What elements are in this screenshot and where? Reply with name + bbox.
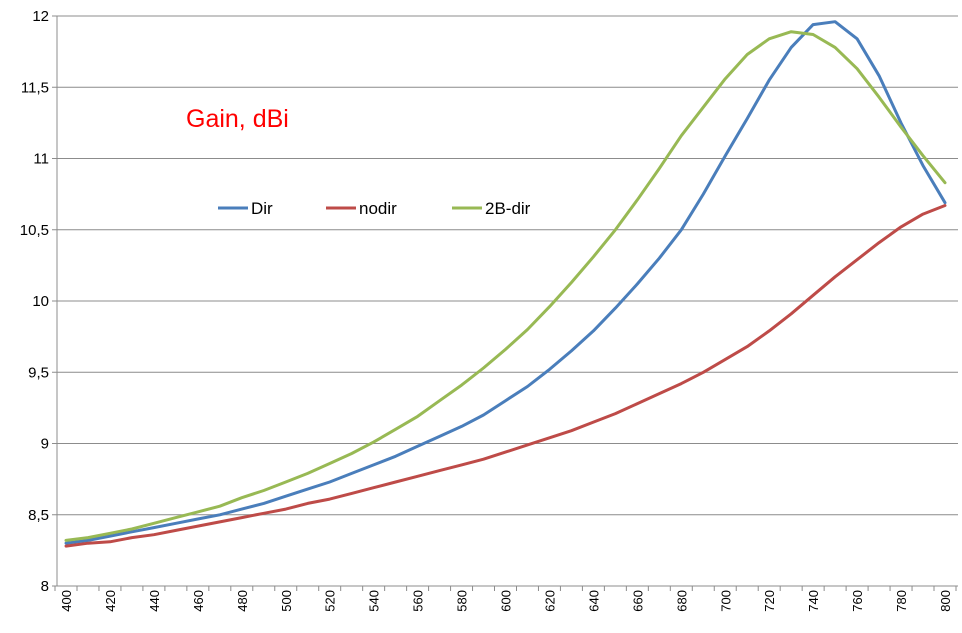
y-tick-label: 8,5: [28, 507, 49, 524]
x-tick-label: 480: [235, 590, 250, 612]
x-tick-label: 780: [894, 590, 909, 612]
x-tick-label: 440: [147, 590, 162, 612]
series-line-2b-dir: [64, 30, 947, 542]
x-tick-label: 760: [850, 590, 865, 612]
x-tick-label: 800: [938, 590, 953, 612]
x-tick-label: 540: [367, 590, 382, 612]
x-tick-label: 740: [806, 590, 821, 612]
x-tick-label: 600: [499, 590, 514, 612]
y-tick-label: 10: [32, 293, 49, 310]
y-tick-label: 8: [41, 578, 49, 595]
legend: Dir nodir 2B-dir: [218, 199, 531, 218]
x-tick-label: 720: [762, 590, 777, 612]
y-tick-label: 11: [33, 151, 49, 168]
x-tick-label: 460: [191, 590, 206, 612]
x-axis: 400 420 440 460 480 500 520 540 560 580 600 620 640 6…: [54, 585, 958, 612]
chart-title: Gain, dBi: [186, 105, 289, 133]
series-line-nodir: [64, 204, 947, 548]
legend-label: Dir: [251, 199, 273, 218]
x-tick-label: 560: [411, 590, 426, 612]
x-tick-label: 640: [586, 590, 601, 612]
y-tick-label: 10,5: [20, 222, 49, 239]
x-tick-label: 520: [323, 590, 338, 612]
gridlines: [57, 15, 958, 587]
x-tick-label: 700: [718, 590, 733, 612]
x-tick-label: 580: [455, 590, 470, 612]
x-tick-label: 660: [630, 590, 645, 612]
series-lines: [64, 20, 947, 548]
legend-label: nodir: [359, 199, 397, 218]
x-tick-label: 620: [542, 590, 557, 612]
x-tick-label: 420: [103, 590, 118, 612]
y-tick-label: 12: [32, 8, 49, 25]
y-tick-label: 9,5: [28, 364, 49, 381]
legend-label: 2B-dir: [485, 199, 531, 218]
x-tick-label: 400: [59, 590, 74, 612]
x-tick-label: 500: [279, 590, 294, 612]
y-tick-label: 11,5: [21, 79, 49, 96]
x-tick-label: 680: [674, 590, 689, 612]
series-line-dir: [64, 20, 947, 545]
y-axis: 8 8,5 9 9,5 10 10,5 11 11,5 12: [20, 8, 58, 595]
y-tick-label: 9: [41, 436, 49, 453]
